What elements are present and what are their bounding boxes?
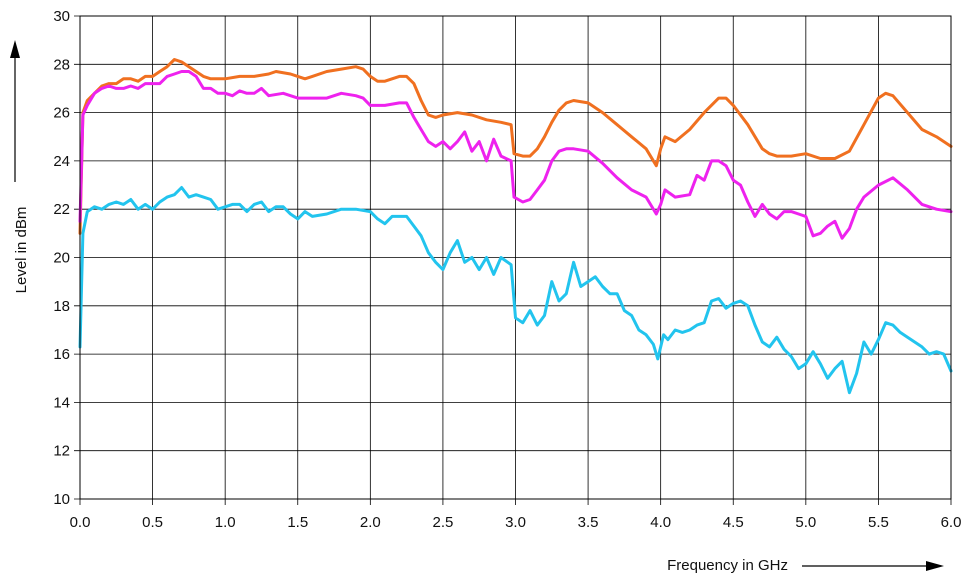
x-tick-label: 0.5 xyxy=(142,514,163,531)
series-line-3 xyxy=(78,186,953,395)
y-tick-label: 24 xyxy=(53,153,70,170)
y-tick-label: 12 xyxy=(53,443,70,460)
y-tick-label: 22 xyxy=(53,201,70,218)
x-tick-label: 5.5 xyxy=(868,514,889,531)
series-line-1 xyxy=(78,58,953,235)
x-axis-title: Frequency in GHz xyxy=(667,557,788,574)
y-axis-arrow-head xyxy=(10,40,20,58)
x-tick-label: 1.5 xyxy=(287,514,308,531)
x-tick-label: 2.5 xyxy=(432,514,453,531)
y-tick-label: 14 xyxy=(53,394,70,411)
y-tick-label: 16 xyxy=(53,346,70,363)
x-tick-label: 4.0 xyxy=(650,514,671,531)
series-layer xyxy=(78,58,953,395)
x-tick-label: 3.5 xyxy=(578,514,599,531)
y-tick-label: 20 xyxy=(53,250,70,267)
y-tick-labels: 10 12 14 16 18 20 22 24 26 28 30 xyxy=(53,8,70,508)
x-tick-label: 0.0 xyxy=(70,514,91,531)
y-tick-label: 18 xyxy=(53,298,70,315)
y-tick-label: 30 xyxy=(53,8,70,25)
x-tick-label: 4.5 xyxy=(723,514,744,531)
x-tick-label: 6.0 xyxy=(941,514,962,531)
y-tick-label: 28 xyxy=(53,56,70,73)
y-tick-label: 26 xyxy=(53,105,70,122)
plot-frame xyxy=(79,15,952,500)
x-tick-label: 1.0 xyxy=(215,514,236,531)
series-line-2 xyxy=(78,70,953,240)
x-tick-labels: 0.0 0.5 1.0 1.5 2.0 2.5 3.0 3.5 4.0 4.5 5.0 5.5 6.0 xyxy=(70,514,962,531)
x-tick-label: 3.0 xyxy=(505,514,526,531)
y-axis-title: Level in dBm xyxy=(13,207,30,294)
x-axis-arrow-head xyxy=(926,561,944,571)
x-tick-label: 2.0 xyxy=(360,514,381,531)
x-tick-label: 5.0 xyxy=(795,514,816,531)
y-tick-label: 10 xyxy=(53,491,70,508)
